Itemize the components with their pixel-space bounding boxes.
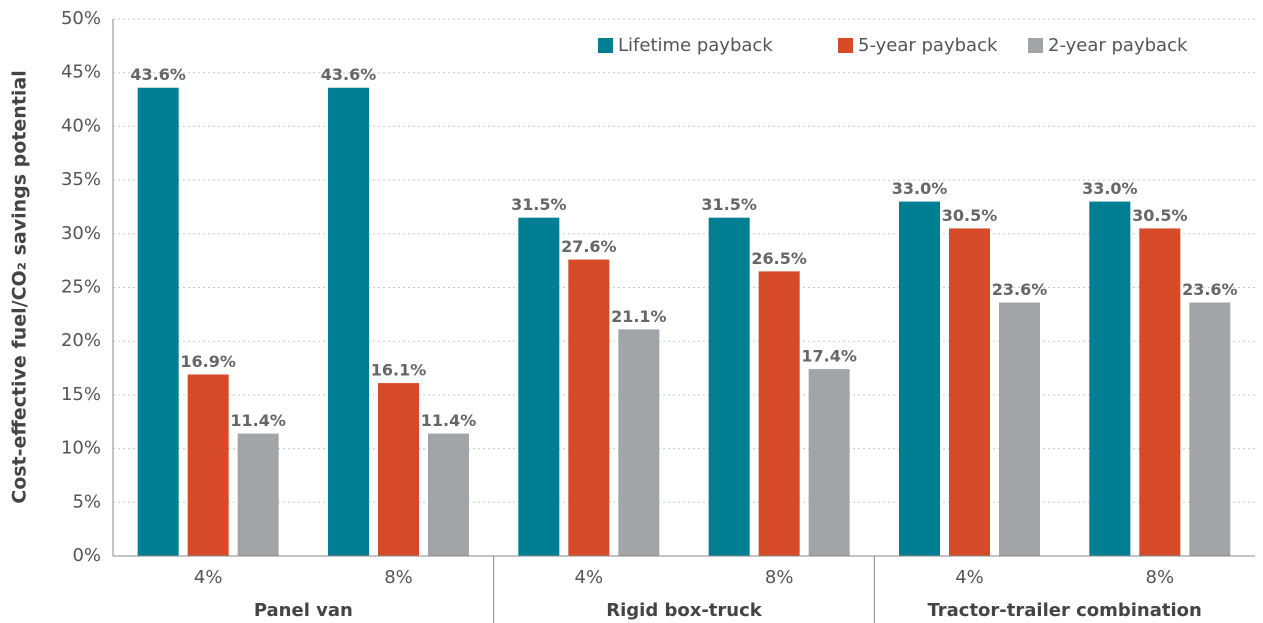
value-label: 26.5% xyxy=(751,249,807,268)
bar xyxy=(618,329,660,556)
bar xyxy=(949,228,990,556)
y-tick-label: 15% xyxy=(61,384,101,405)
bar xyxy=(428,433,469,556)
value-label: 11.4% xyxy=(421,411,477,430)
value-label: 33.0% xyxy=(1082,179,1138,198)
y-tick-label: 10% xyxy=(61,438,101,459)
value-label: 23.6% xyxy=(992,280,1048,299)
bar xyxy=(518,217,560,556)
bar xyxy=(708,217,750,556)
bar xyxy=(1139,228,1181,556)
x-tick-label: 4% xyxy=(194,567,223,588)
x-tick-label: 4% xyxy=(575,567,604,588)
bar xyxy=(758,271,800,556)
bar xyxy=(328,87,369,557)
value-label: 30.5% xyxy=(1132,206,1188,225)
value-label: 43.6% xyxy=(321,65,377,84)
legend-swatch xyxy=(598,38,613,53)
value-label: 11.4% xyxy=(230,411,286,430)
y-tick-label: 50% xyxy=(61,8,101,29)
value-label: 23.6% xyxy=(1182,280,1238,299)
x-tick-label: 8% xyxy=(765,567,794,588)
bar xyxy=(187,374,229,556)
bar xyxy=(237,433,279,556)
value-label: 31.5% xyxy=(511,195,567,214)
bar xyxy=(568,259,610,556)
legend-swatch xyxy=(1028,38,1043,53)
x-tick-label: 8% xyxy=(1146,567,1175,588)
value-label: 17.4% xyxy=(801,347,857,366)
bar xyxy=(1189,302,1231,556)
bar xyxy=(899,201,940,556)
x-tick-label: 8% xyxy=(384,567,413,588)
y-tick-label: 5% xyxy=(72,491,101,512)
legend-label: 2-year payback xyxy=(1048,35,1188,56)
y-tick-label: 0% xyxy=(72,545,101,566)
value-label: 31.5% xyxy=(701,195,757,214)
value-label: 21.1% xyxy=(611,307,667,326)
y-axis-title: Cost-effective fuel/CO₂ savings potentia… xyxy=(9,70,31,504)
value-label: 27.6% xyxy=(561,237,617,256)
bar xyxy=(137,87,179,557)
bar xyxy=(378,383,419,556)
value-label: 16.9% xyxy=(180,352,236,371)
legend-label: 5-year payback xyxy=(858,35,998,56)
group-label: Tractor-trailer combination xyxy=(927,600,1201,621)
value-label: 33.0% xyxy=(892,179,948,198)
value-label: 30.5% xyxy=(942,206,998,225)
value-label: 16.1% xyxy=(371,361,427,380)
y-tick-label: 40% xyxy=(61,115,101,136)
legend-swatch xyxy=(838,38,853,53)
x-tick-label: 4% xyxy=(955,567,984,588)
group-label: Rigid box-truck xyxy=(606,600,763,621)
y-tick-label: 35% xyxy=(61,169,101,190)
bar xyxy=(999,302,1040,556)
y-tick-label: 45% xyxy=(61,62,101,83)
group-label: Panel van xyxy=(254,600,353,621)
y-tick-label: 30% xyxy=(61,223,101,244)
bar xyxy=(1089,201,1131,556)
bar xyxy=(808,369,850,556)
legend-label: Lifetime payback xyxy=(618,35,773,56)
y-tick-label: 20% xyxy=(61,330,101,351)
value-label: 43.6% xyxy=(130,65,186,84)
y-tick-label: 25% xyxy=(61,277,101,298)
